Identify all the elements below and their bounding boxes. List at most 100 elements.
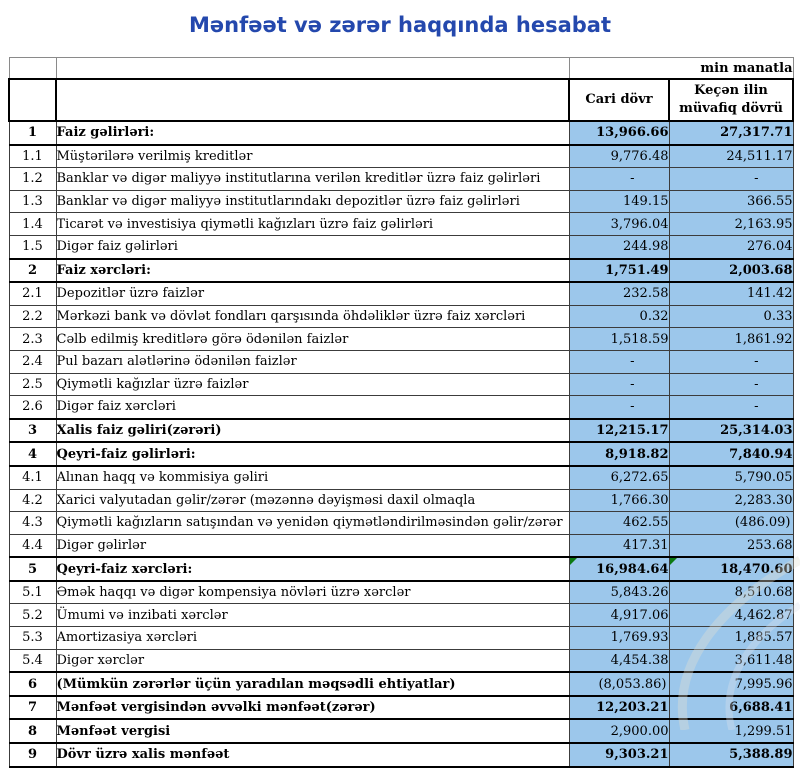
value-previous-cell: 3,611.48 <box>668 648 794 673</box>
value-current-cell: 149.15 <box>568 189 670 214</box>
row-number-cell: 2.3 <box>8 327 57 351</box>
unit-note-row: min manatla <box>8 57 794 80</box>
row-number-cell: 4.1 <box>8 465 57 490</box>
value-previous-text: 4,462.87 <box>734 607 793 623</box>
value-current-text: 5,843.26 <box>610 585 669 601</box>
table-row: 5 Qeyri-faiz xərcləri: 16,984.64 18,470.60 <box>8 556 794 582</box>
value-previous-cell: 6,688.41 <box>668 694 794 721</box>
row-number-cell: 5.4 <box>8 648 57 673</box>
value-previous-text: 8,510.68 <box>734 585 793 601</box>
value-current-cell: (8,053.86) <box>568 671 670 697</box>
column-header-row: Cari dövr Keçən ilin müvafiq dövrü <box>8 78 794 122</box>
row-label-cell: Banklar və digər maliyyə institutlarına … <box>55 167 570 191</box>
table-row: 4.4 Digər gəlirlər 417.31 253.68 <box>8 533 794 558</box>
row-label-cell: Faiz xərcləri: <box>55 257 570 284</box>
value-current-cell: - <box>568 372 670 397</box>
value-current-text: 0.32 <box>639 309 669 325</box>
value-previous-text: 7,840.94 <box>729 446 793 462</box>
value-previous-text: (486.09) <box>734 515 791 531</box>
row-label-text: Qeyri-faiz xərcləri: <box>56 561 193 577</box>
value-previous-text: 27,317.71 <box>720 125 793 141</box>
row-number-text: 5.2 <box>22 607 43 623</box>
table-row: 1.1 Müştərilərə verilmiş kreditlər 9,776.4… <box>8 144 794 169</box>
row-label-text: Banklar və digər maliyyə institutlarında… <box>56 194 520 210</box>
value-previous-text: 0.33 <box>763 309 793 325</box>
table-row: 4.3 Qiymətli kağızların satışından və yen… <box>8 511 794 535</box>
row-number-text: 2.6 <box>22 399 43 415</box>
row-number-cell: 5 <box>8 556 57 582</box>
row-number-text: 1.1 <box>22 148 43 164</box>
value-previous-cell: - <box>668 349 794 374</box>
table-row: 2.5 Qiymətli kağızlar üzrə faizlər - - <box>8 372 794 397</box>
row-label-cell: Digər gəlirlər <box>55 533 570 558</box>
value-current-text: 1,766.30 <box>610 492 669 508</box>
row-number-cell: 1 <box>8 120 57 146</box>
value-current-text: 2,900.00 <box>610 723 669 739</box>
value-previous-text: - <box>754 399 759 415</box>
row-label-text: Xarici valyutadan gəlir/zərər (məzənnə d… <box>56 492 476 508</box>
row-label-cell: Depozitlər üzrə faizlər <box>55 281 570 306</box>
value-previous-text: 3,611.48 <box>734 652 793 668</box>
value-current-cell: - <box>568 395 670 420</box>
table-row: 6 (Mümkün zərərlər üçün yaradılan məqsədl… <box>8 671 794 697</box>
value-previous-text: - <box>754 354 759 370</box>
value-previous-cell: 141.42 <box>668 281 794 306</box>
value-previous-text: 141.42 <box>747 286 793 302</box>
row-label-text: Digər faiz gəlirləri <box>56 239 178 255</box>
value-previous-text: 18,470.60 <box>720 561 793 577</box>
table-row: 7 Mənfəət vergisindən əvvəlki mənfəət(zər… <box>8 694 794 721</box>
value-previous-text: 2,163.95 <box>734 216 793 232</box>
table-row: 8 Mənfəət vergisi 2,900.00 1,299.51 <box>8 718 794 745</box>
value-current-text: 417.31 <box>623 537 669 553</box>
value-current-cell: 9,776.48 <box>568 144 670 169</box>
value-current-cell: 8,918.82 <box>568 441 670 467</box>
row-number-cell: 4 <box>8 441 57 467</box>
value-previous-cell: 5,388.89 <box>668 742 794 768</box>
value-previous-text: 7,995.96 <box>734 676 793 692</box>
value-current-text: 1,751.49 <box>605 262 669 278</box>
row-number-cell: 3 <box>8 417 57 444</box>
value-previous-cell: 18,470.60 <box>668 556 794 582</box>
row-label-text: Faiz gəlirləri: <box>56 125 155 141</box>
value-current-text: 9,776.48 <box>610 148 669 164</box>
row-label-cell: Ümumi və inzibati xərclər <box>55 603 570 628</box>
row-number-cell: 6 <box>8 671 57 697</box>
table-row: 1.5 Digər faiz gəlirləri 244.98 276.04 <box>8 234 794 260</box>
value-previous-cell: 8,510.68 <box>668 580 794 605</box>
unit-row-number-cell <box>8 57 57 80</box>
row-label-cell: Qeyri-faiz gəlirləri: <box>55 441 570 467</box>
row-number-text: 5.1 <box>22 585 43 601</box>
row-number-text: 5.3 <box>22 630 43 646</box>
row-number-cell: 8 <box>8 718 57 745</box>
row-number-cell: 4.2 <box>8 488 57 513</box>
value-previous-text: 25,314.03 <box>720 423 793 439</box>
value-previous-cell: 2,163.95 <box>668 212 794 236</box>
row-number-text: 3 <box>27 423 38 439</box>
value-current-cell: 232.58 <box>568 281 670 306</box>
value-current-text: (8,053.86) <box>598 676 667 692</box>
row-label-text: Depozitlər üzrə faizlər <box>56 286 205 302</box>
row-number-text: 2.4 <box>22 354 43 370</box>
value-current-text: 12,215.17 <box>596 423 669 439</box>
value-previous-text: 2,003.68 <box>729 262 793 278</box>
value-current-text: 3,796.04 <box>610 216 669 232</box>
row-number-cell: 9 <box>8 742 57 768</box>
value-current-text: 4,454.38 <box>610 652 669 668</box>
row-number-text: 2.2 <box>22 309 43 325</box>
value-current-text: 6,272.65 <box>610 470 669 486</box>
value-current-text: 9,303.21 <box>605 747 669 763</box>
table-row: 5.4 Digər xərclər 4,454.38 3,611.48 <box>8 648 794 673</box>
value-previous-cell: 0.33 <box>668 304 794 329</box>
table-row: 2.6 Digər faiz xərcləri - - <box>8 395 794 420</box>
value-current-cell: 5,843.26 <box>568 580 670 605</box>
row-label-text: Qiymətli kağızların satışından və yenidə… <box>56 515 563 531</box>
value-previous-text: 2,283.30 <box>734 492 793 508</box>
value-previous-text: - <box>754 376 759 392</box>
row-label-text: Pul bazarı alətlərinə ödənilən faizlər <box>56 354 297 370</box>
row-label-cell: Banklar və digər maliyyə institutlarında… <box>55 189 570 214</box>
value-current-cell: 12,215.17 <box>568 417 670 444</box>
value-current-text: - <box>630 354 635 370</box>
table-row: 1.2 Banklar və digər maliyyə institutları… <box>8 167 794 191</box>
value-previous-cell: 1,885.57 <box>668 626 794 650</box>
table-row: 9 Dövr üzrə xalis mənfəət 9,303.21 5,388.89 <box>8 742 794 768</box>
